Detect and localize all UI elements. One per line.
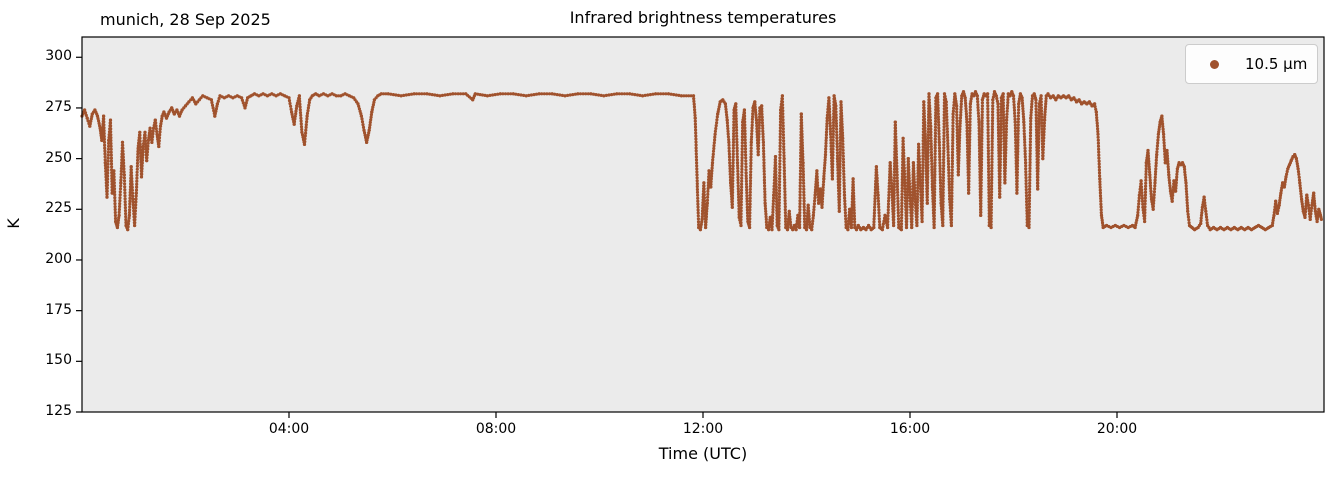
y-axis-label: K (3, 218, 23, 229)
y-tick-label: 250 (45, 149, 72, 166)
y-tick-label: 275 (45, 98, 72, 115)
x-tick-label: 04:00 (268, 421, 310, 437)
x-axis-label: Time (UTC) (658, 444, 748, 463)
legend: 10.5 μm (1185, 44, 1318, 84)
chart-title: Infrared brightness temperatures (569, 8, 837, 27)
legend-label: 10.5 μm (1245, 55, 1308, 73)
y-tick-label: 200 (45, 250, 72, 267)
scatter-series (80, 90, 1323, 232)
y-tick-label: 175 (45, 301, 72, 318)
x-tick-label: 08:00 (475, 421, 517, 437)
y-tick-label: 300 (45, 48, 72, 65)
y-tick-label: 125 (45, 403, 72, 419)
y-tick-label: 225 (45, 200, 72, 217)
x-tick-label: 20:00 (1096, 421, 1138, 437)
corner-label: munich, 28 Sep 2025 (100, 10, 271, 29)
x-tick-label: 12:00 (682, 421, 724, 437)
x-tick-label: 16:00 (889, 421, 931, 437)
legend-dot-icon (1210, 59, 1219, 69)
y-tick-label: 150 (45, 352, 72, 369)
